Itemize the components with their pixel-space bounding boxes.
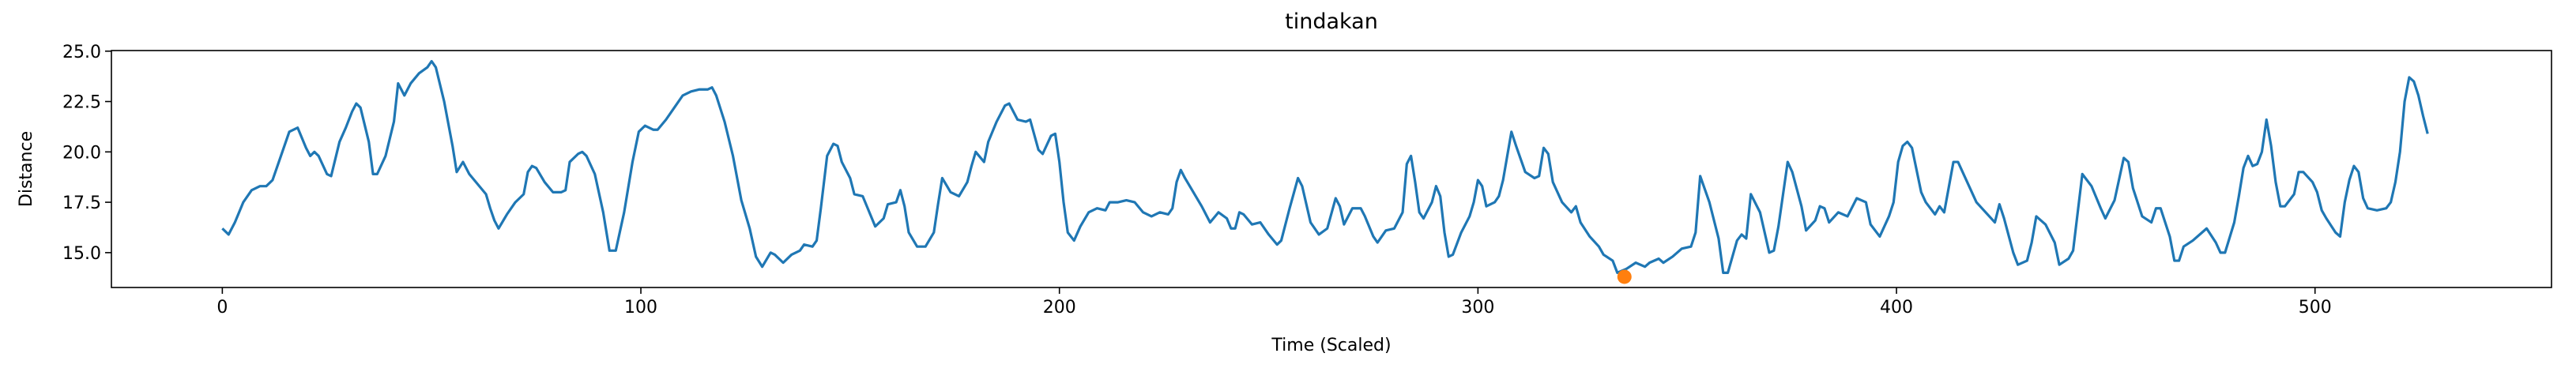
x-tick-label: 100	[624, 298, 657, 318]
x-tick-label: 0	[217, 298, 228, 318]
y-tick-label: 15.0	[62, 244, 101, 264]
axes-frame	[111, 50, 2552, 288]
y-tick-label: 20.0	[62, 143, 101, 163]
y-axis-label: Distance	[17, 131, 36, 207]
x-tick-label: 500	[2299, 298, 2332, 318]
y-tick-label: 17.5	[62, 194, 101, 213]
y-tick-label: 25.0	[62, 43, 101, 62]
highlight-point	[1617, 269, 1632, 284]
x-axis-label: Time (Scaled)	[1271, 336, 1391, 355]
y-tick-label: 22.5	[62, 93, 101, 113]
data-line	[221, 59, 2429, 274]
chart-title: tindakan	[1285, 9, 1378, 34]
x-tick-label: 200	[1043, 298, 1076, 318]
x-tick-label: 400	[1880, 298, 1913, 318]
x-tick-label: 300	[1461, 298, 1494, 318]
